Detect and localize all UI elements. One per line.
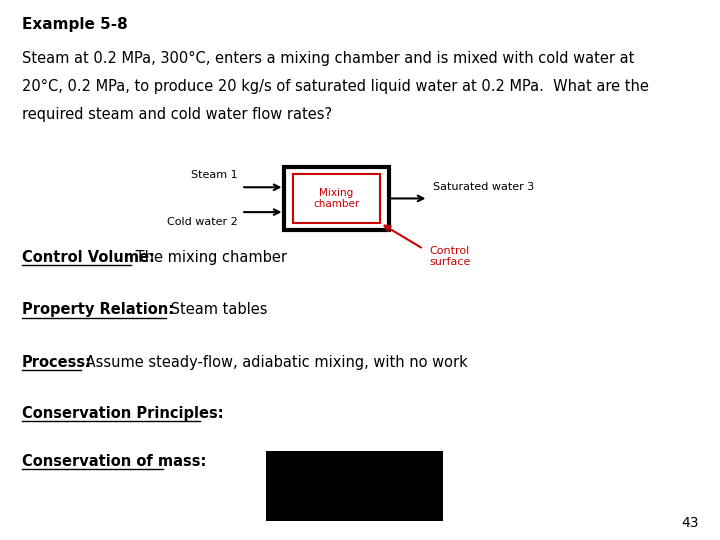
Text: 43: 43 [681, 516, 698, 530]
Text: Control
surface: Control surface [429, 246, 470, 267]
Bar [266, 451, 443, 521]
Text: Example 5-8: Example 5-8 [22, 17, 127, 32]
Text: Conservation Principles:: Conservation Principles: [22, 406, 223, 421]
Bar [284, 167, 389, 230]
Text: Steam at 0.2 MPa, 300°C, enters a mixing chamber and is mixed with cold water at: Steam at 0.2 MPa, 300°C, enters a mixing… [22, 51, 634, 66]
Text: Control Volume:: Control Volume: [22, 250, 155, 265]
Text: The mixing chamber: The mixing chamber [131, 250, 287, 265]
Text: Assume steady-flow, adiabatic mixing, with no work: Assume steady-flow, adiabatic mixing, wi… [81, 355, 467, 370]
Text: Cold water 2: Cold water 2 [167, 217, 238, 227]
Text: Saturated water 3: Saturated water 3 [433, 181, 535, 192]
Text: Steam tables: Steam tables [166, 302, 267, 318]
Text: Steam 1: Steam 1 [191, 171, 238, 180]
Text: 20°C, 0.2 MPa, to produce 20 kg/s of saturated liquid water at 0.2 MPa.  What ar: 20°C, 0.2 MPa, to produce 20 kg/s of sat… [22, 79, 649, 94]
Text: Mixing
chamber: Mixing chamber [313, 188, 360, 210]
Text: Conservation of mass:: Conservation of mass: [22, 454, 206, 469]
Text: Process:: Process: [22, 355, 91, 370]
Text: required steam and cold water flow rates?: required steam and cold water flow rates… [22, 107, 332, 123]
Text: Property Relation:: Property Relation: [22, 302, 174, 318]
Bar [293, 174, 380, 223]
